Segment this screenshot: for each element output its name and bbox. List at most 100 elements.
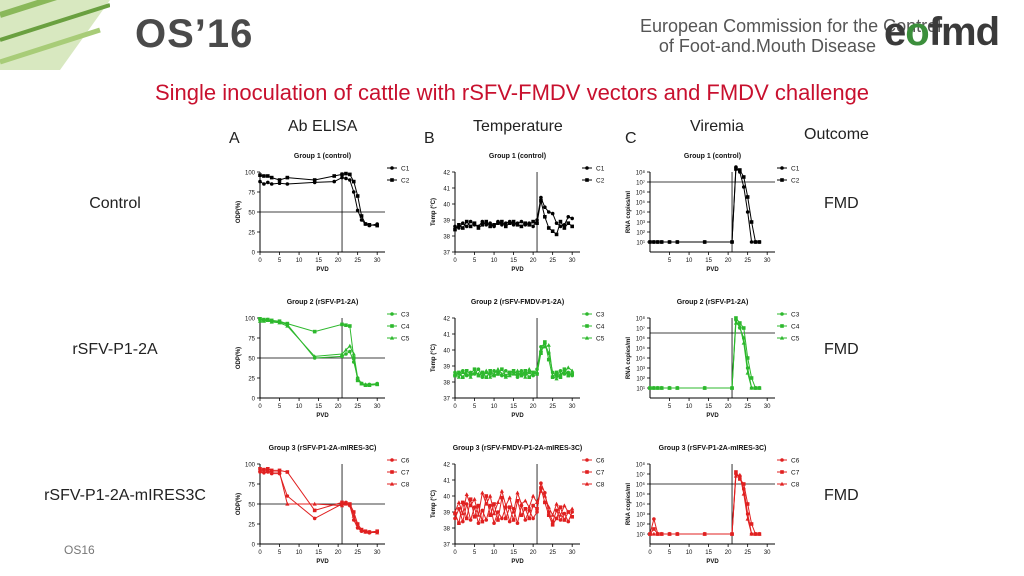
y-tick-label: 10⁴ xyxy=(636,502,646,509)
chart-viremia-group3: Group 3 (rSFV-P1-2A-mIRES-3C) 10¹ 10² 10³ 10… xyxy=(626,445,800,565)
data-point xyxy=(584,481,590,486)
data-point xyxy=(269,182,274,186)
data-point xyxy=(500,219,504,224)
x-tick-label: 25 xyxy=(744,550,751,556)
data-point xyxy=(476,367,481,371)
data-point xyxy=(484,368,489,373)
data-point xyxy=(503,375,508,379)
data-point xyxy=(550,211,555,216)
series-line xyxy=(259,173,378,227)
y-tick-label: 75 xyxy=(248,483,255,489)
data-point xyxy=(546,513,551,517)
data-point xyxy=(535,510,539,514)
data-point xyxy=(285,323,290,328)
legend-label: C6 xyxy=(791,457,800,464)
data-point xyxy=(363,222,368,226)
data-point xyxy=(554,221,559,225)
data-point xyxy=(484,494,489,498)
legend-label: C3 xyxy=(401,311,410,318)
data-point xyxy=(269,469,274,474)
data-point xyxy=(757,531,762,536)
data-point xyxy=(515,223,520,227)
y-tick-label: 10⁵ xyxy=(636,346,646,353)
data-point xyxy=(780,324,784,328)
data-point xyxy=(734,316,738,320)
data-point xyxy=(265,468,270,472)
data-point xyxy=(570,224,574,229)
data-point xyxy=(507,221,512,225)
column-label-viremia: Viremia xyxy=(690,118,744,135)
column-letter-b: B xyxy=(424,130,435,147)
legend-label: C5 xyxy=(401,335,410,342)
data-point xyxy=(266,180,270,185)
y-tick-label: 10² xyxy=(636,523,645,529)
data-point xyxy=(558,513,563,517)
data-point xyxy=(546,505,551,509)
data-point xyxy=(480,373,485,378)
data-point xyxy=(527,516,532,521)
data-point xyxy=(539,481,543,485)
data-point xyxy=(285,470,290,474)
y-tick-label: 10¹ xyxy=(636,387,645,393)
legend-entry: C8 xyxy=(777,481,800,488)
legend-label: C6 xyxy=(596,457,605,464)
data-point xyxy=(729,531,735,536)
data-point xyxy=(515,375,520,379)
data-point xyxy=(363,382,368,386)
data-point xyxy=(515,490,520,495)
x-tick-label: 20 xyxy=(335,404,342,410)
data-point xyxy=(531,503,535,508)
x-tick-label: 5 xyxy=(668,550,672,556)
chart-title: Group 2 (rSFV-P1-2A) xyxy=(677,299,749,306)
data-point xyxy=(351,356,356,360)
data-point xyxy=(566,215,571,219)
y-tick-label: 25 xyxy=(248,231,255,237)
y-axis-label: ODP(%) xyxy=(236,347,242,369)
data-point xyxy=(452,509,458,514)
data-point xyxy=(570,368,575,373)
y-tick-label: 42 xyxy=(443,463,450,469)
data-point xyxy=(667,531,672,536)
y-tick-label: 50 xyxy=(248,503,255,509)
data-point xyxy=(453,511,457,516)
data-point xyxy=(367,383,372,387)
x-tick-label: 15 xyxy=(510,404,517,410)
data-point xyxy=(347,343,352,348)
y-tick-label: 10⁸ xyxy=(636,462,646,469)
y-tick-label: 10³ xyxy=(636,513,645,519)
outcome-rsfv-p1-2a-mires3c: FMD xyxy=(824,487,859,504)
data-point xyxy=(277,320,282,325)
data-point xyxy=(343,347,349,352)
legend-label: C8 xyxy=(791,481,800,488)
legend-entry: C1 xyxy=(387,165,410,172)
data-point xyxy=(585,324,589,328)
data-point xyxy=(554,516,559,521)
y-tick-label: 10⁶ xyxy=(636,190,646,197)
data-point xyxy=(538,489,544,493)
data-point xyxy=(495,367,501,371)
legend-entry: C4 xyxy=(777,323,800,330)
data-point xyxy=(749,220,754,224)
data-point xyxy=(266,174,270,178)
data-point xyxy=(566,221,571,225)
legend-entry: C1 xyxy=(777,165,800,172)
data-point xyxy=(519,224,524,229)
data-point xyxy=(539,195,543,200)
data-point xyxy=(468,224,473,229)
data-point xyxy=(738,321,742,325)
data-point xyxy=(531,493,536,498)
data-point xyxy=(343,501,349,506)
slide-title: Single inoculation of cattle with rSFV-F… xyxy=(154,80,870,105)
series-line xyxy=(259,318,378,386)
data-point xyxy=(566,373,571,378)
data-point xyxy=(472,515,477,519)
data-point xyxy=(496,518,500,522)
logo-suffix: fmd xyxy=(928,10,1000,54)
data-point xyxy=(464,369,469,373)
x-tick-label: 5 xyxy=(473,258,477,264)
x-tick-label: 0 xyxy=(453,550,457,556)
data-point xyxy=(753,531,758,536)
legend-label: C4 xyxy=(596,323,605,330)
y-tick-label: 75 xyxy=(248,191,255,197)
y-tick-label: 10⁶ xyxy=(636,482,646,489)
